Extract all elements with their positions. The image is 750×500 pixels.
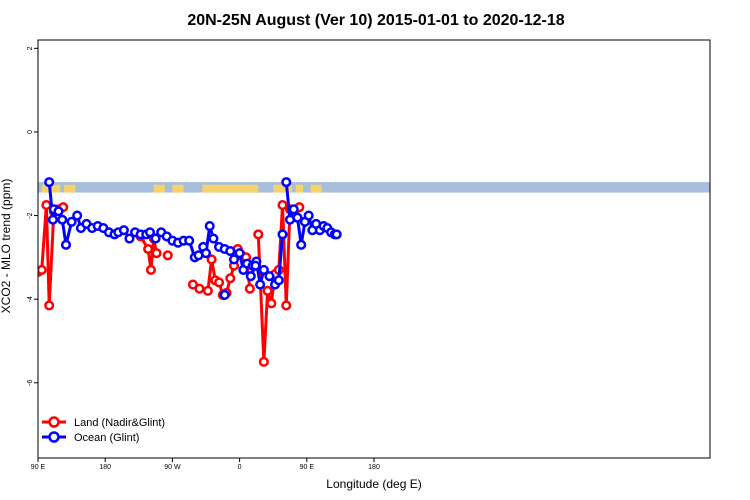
data-point bbox=[296, 239, 307, 250]
data-point bbox=[244, 283, 255, 294]
data-point bbox=[184, 235, 195, 246]
data-point bbox=[281, 300, 292, 311]
data-point bbox=[277, 229, 288, 240]
data-point bbox=[124, 233, 135, 244]
map-land-blob bbox=[295, 184, 304, 193]
map-land-blob bbox=[273, 184, 292, 193]
data-point bbox=[331, 229, 342, 240]
legend: Land (Nadir&Glint) Ocean (Glint) bbox=[42, 416, 165, 444]
data-point bbox=[44, 300, 55, 311]
data-point bbox=[206, 254, 217, 265]
data-point bbox=[292, 212, 303, 223]
data-point bbox=[250, 260, 261, 271]
data-point bbox=[47, 214, 58, 225]
data-point bbox=[204, 220, 215, 232]
data-point bbox=[202, 285, 213, 296]
data-point bbox=[200, 248, 212, 259]
data-point bbox=[72, 210, 83, 221]
data-point bbox=[225, 273, 236, 284]
data-point bbox=[262, 285, 273, 296]
data-point bbox=[53, 206, 64, 217]
data-point bbox=[234, 248, 245, 259]
map-land-blob bbox=[172, 184, 184, 193]
series-layer bbox=[38, 177, 342, 367]
x-tick-label: 90 W bbox=[164, 464, 181, 471]
y-tick-label: 2 bbox=[27, 46, 34, 50]
x-axis: 90 E 180 90 W 0 90 E 180 bbox=[31, 458, 380, 471]
data-point bbox=[219, 289, 230, 301]
data-point bbox=[214, 277, 225, 288]
plot-frame bbox=[37, 39, 711, 459]
legend-marker-land bbox=[48, 416, 60, 428]
data-point bbox=[253, 229, 264, 240]
data-point bbox=[273, 275, 284, 286]
data-point bbox=[151, 248, 162, 259]
data-point bbox=[57, 214, 68, 225]
data-point bbox=[225, 246, 236, 257]
x-tick-label: 180 bbox=[99, 464, 111, 471]
y-tick-label: -2 bbox=[27, 212, 34, 218]
y-axis: 2 0 -2 -4 -6 bbox=[27, 46, 38, 386]
data-point bbox=[60, 239, 72, 250]
legend-label-land: Land (Nadir&Glint) bbox=[74, 417, 165, 429]
map-land-blob bbox=[202, 184, 259, 193]
legend-label-ocean: Ocean (Glint) bbox=[74, 432, 139, 444]
data-point bbox=[38, 264, 47, 275]
world-map-strip bbox=[38, 182, 710, 193]
x-tick-label: 180 bbox=[368, 464, 380, 471]
data-point bbox=[245, 271, 256, 282]
data-point bbox=[44, 177, 55, 188]
x-tick-label: 90 E bbox=[31, 464, 46, 471]
x-axis-label: Longitude (deg E) bbox=[326, 477, 421, 491]
data-point bbox=[281, 177, 292, 188]
data-point bbox=[194, 283, 205, 294]
data-point bbox=[255, 279, 266, 290]
data-point bbox=[66, 216, 77, 227]
data-point bbox=[258, 356, 269, 367]
y-axis-label: XCO2 - MLO trend (ppm) bbox=[0, 179, 13, 314]
data-point bbox=[150, 233, 161, 244]
data-point bbox=[264, 271, 275, 282]
data-point bbox=[145, 264, 156, 275]
map-land-blob bbox=[153, 184, 165, 193]
data-point bbox=[258, 264, 269, 275]
chart-title: 20N-25N August (Ver 10) 2015-01-01 to 20… bbox=[187, 12, 564, 29]
x-tick-label: 90 E bbox=[300, 464, 315, 471]
data-point bbox=[303, 210, 314, 221]
x-tick-label: 0 bbox=[238, 464, 242, 471]
data-point bbox=[144, 227, 156, 238]
map-land-blob bbox=[64, 184, 76, 193]
data-point bbox=[118, 225, 129, 236]
data-point bbox=[277, 200, 288, 211]
data-point bbox=[143, 243, 154, 255]
map-land-blob bbox=[310, 184, 322, 193]
data-point bbox=[228, 254, 240, 265]
map-ocean-band bbox=[38, 182, 710, 193]
y-tick-label: -4 bbox=[27, 296, 34, 302]
series-ocean bbox=[44, 177, 342, 301]
y-tick-label: -6 bbox=[27, 380, 34, 386]
data-point bbox=[288, 204, 299, 215]
data-point bbox=[266, 298, 277, 309]
legend-marker-ocean bbox=[48, 431, 60, 443]
data-point bbox=[208, 233, 219, 244]
y-tick-label: 0 bbox=[27, 130, 34, 134]
data-point bbox=[162, 250, 173, 261]
